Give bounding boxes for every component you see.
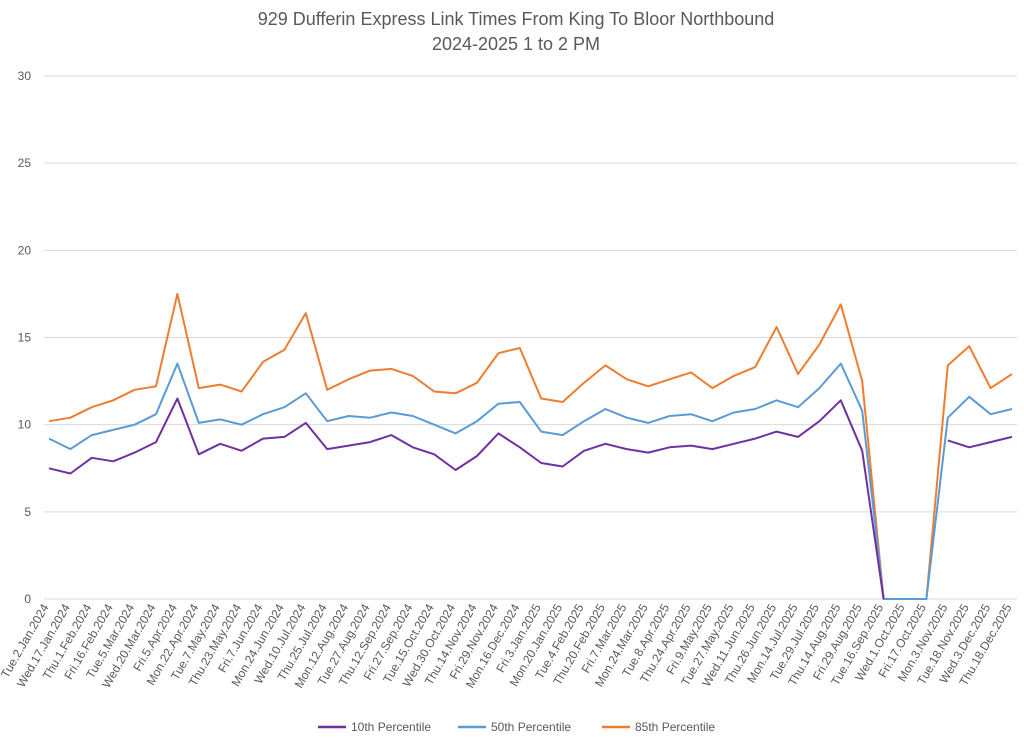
y-tick-label: 20 [18, 243, 32, 257]
legend-label: 10th Percentile [351, 720, 431, 734]
series-lines [48, 292, 1013, 600]
y-tick-label: 25 [18, 156, 32, 170]
legend-label: 85th Percentile [635, 720, 715, 734]
series-line-85th-percentile [48, 292, 1013, 600]
chart-title: 929 Dufferin Express Link Times From Kin… [258, 9, 775, 29]
y-tick-label: 10 [18, 418, 32, 432]
legend-label: 50th Percentile [491, 720, 571, 734]
y-tick-label: 0 [24, 592, 31, 606]
y-tick-label: 30 [18, 69, 32, 83]
gridlines [44, 75, 1017, 600]
y-axis-ticks: 0 5 10 15 20 25 30 [18, 69, 32, 606]
x-axis-ticks: Tue.2.Jan.2024Wed.17.Jan.2024Thu.1.Feb.2… [0, 601, 1015, 690]
series-line-10th-percentile [48, 397, 1013, 600]
chart-subtitle: 2024-2025 1 to 2 PM [432, 34, 600, 54]
y-tick-label: 5 [24, 505, 31, 519]
legend: 10th Percentile 50th Percentile 85th Perce… [318, 720, 715, 734]
series-line-50th-percentile [48, 362, 1013, 600]
y-tick-label: 15 [18, 331, 32, 345]
